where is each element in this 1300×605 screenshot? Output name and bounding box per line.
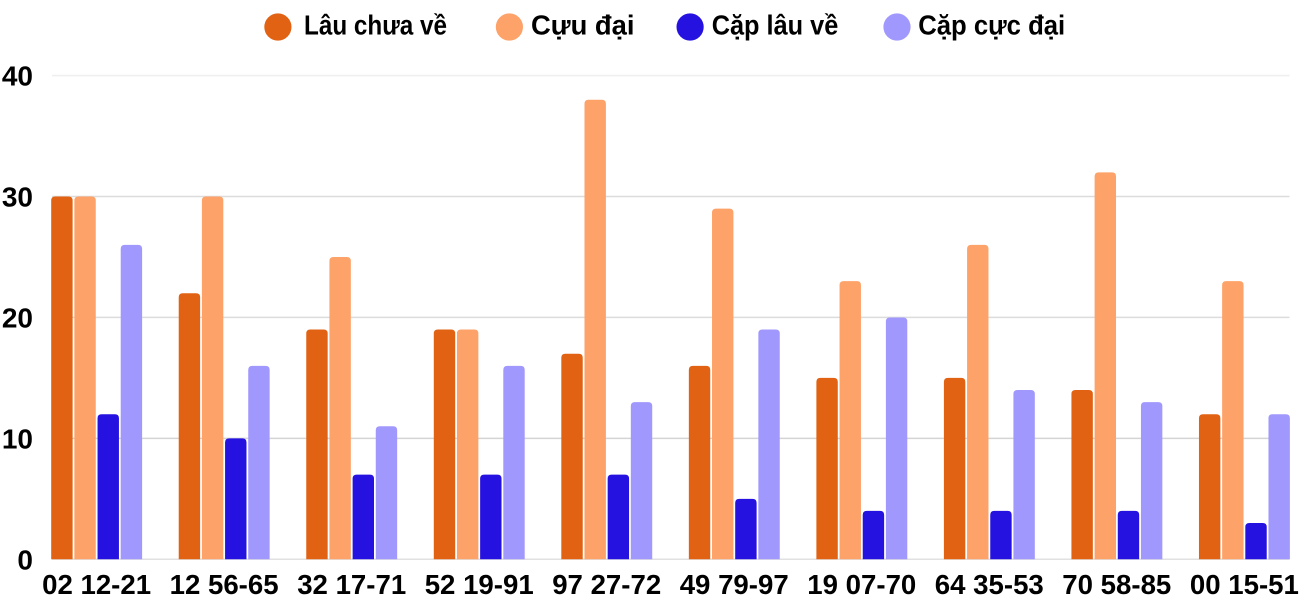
svg-text:70 58-85: 70 58-85 xyxy=(1062,569,1171,600)
svg-text:Cặp lâu về: Cặp lâu về xyxy=(712,10,839,41)
svg-text:20: 20 xyxy=(2,303,33,334)
svg-text:12 56-65: 12 56-65 xyxy=(170,569,279,600)
svg-text:Lâu chưa về: Lâu chưa về xyxy=(304,10,447,41)
svg-text:Cặp cực đại: Cặp cực đại xyxy=(918,10,1065,41)
svg-text:49 79-97: 49 79-97 xyxy=(680,569,789,600)
svg-text:40: 40 xyxy=(2,61,33,92)
svg-text:32 17-71: 32 17-71 xyxy=(297,569,406,600)
svg-text:00 15-51: 00 15-51 xyxy=(1190,569,1299,600)
svg-text:02 12-21: 02 12-21 xyxy=(42,569,151,600)
svg-text:64 35-53: 64 35-53 xyxy=(935,569,1044,600)
svg-text:52 19-91: 52 19-91 xyxy=(425,569,534,600)
svg-text:97 27-72: 97 27-72 xyxy=(552,569,661,600)
svg-text:0: 0 xyxy=(17,544,33,575)
svg-text:10: 10 xyxy=(2,424,33,455)
svg-text:19 07-70: 19 07-70 xyxy=(807,569,916,600)
svg-text:30: 30 xyxy=(2,182,33,213)
svg-text:Cựu đại: Cựu đại xyxy=(531,10,635,41)
